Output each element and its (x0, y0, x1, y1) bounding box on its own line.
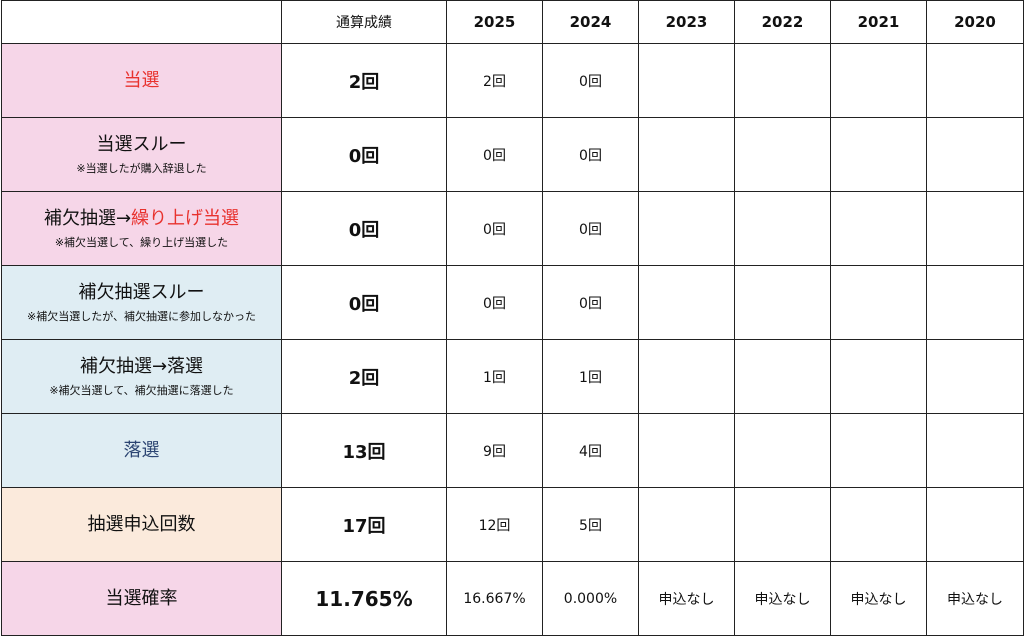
year-cell-2023: 申込なし (638, 561, 735, 636)
row-waitlist-skip: 補欠抽選スルー ※補欠当選したが、補欠抽選に参加しなかった 0回 0回 0回 (1, 265, 1024, 340)
row-win-skip: 当選スルー ※当選したが購入辞退した 0回 0回 0回 (1, 117, 1024, 192)
header-year-2022: 2022 (734, 0, 831, 44)
category-cell: 当選スルー ※当選したが購入辞退した (1, 117, 282, 192)
category-cell: 落選 (1, 413, 282, 488)
header-year-2025: 2025 (446, 0, 543, 44)
year-cell-2020 (926, 413, 1024, 488)
year-cell-2025: 2回 (446, 43, 543, 118)
year-cell-2022 (734, 413, 831, 488)
year-cell-2022 (734, 265, 831, 340)
row-win-rate: 当選確率 11.765% 16.667% 0.000% 申込なし 申込なし 申込… (1, 561, 1024, 636)
year-cell-2022 (734, 487, 831, 562)
row-lost: 落選 13回 9回 4回 (1, 413, 1024, 488)
year-cell-2024: 0回 (542, 265, 639, 340)
year-cell-2021 (830, 43, 927, 118)
year-cell-2025: 16.667% (446, 561, 543, 636)
total-cell: 11.765% (281, 561, 447, 636)
year-cell-2020 (926, 339, 1024, 414)
year-cell-2021 (830, 117, 927, 192)
row-waitlist-lost: 補欠抽選→落選 ※補欠当選して、補欠抽選に落選した 2回 1回 1回 (1, 339, 1024, 414)
year-cell-2024: 0回 (542, 117, 639, 192)
header-year-2023: 2023 (638, 0, 735, 44)
year-cell-2024: 5回 (542, 487, 639, 562)
year-cell-2023 (638, 413, 735, 488)
year-cell-2025: 0回 (446, 265, 543, 340)
year-cell-2021 (830, 413, 927, 488)
year-cell-2025: 1回 (446, 339, 543, 414)
category-title: 抽選申込回数 (87, 513, 196, 535)
year-cell-2020 (926, 191, 1024, 266)
year-cell-2021 (830, 339, 927, 414)
year-cell-2023 (638, 117, 735, 192)
header-year-2020: 2020 (926, 0, 1024, 44)
year-cell-2023 (638, 191, 735, 266)
year-cell-2023 (638, 265, 735, 340)
year-cell-2022 (734, 339, 831, 414)
category-title: 当選 (123, 69, 160, 91)
year-cell-2022: 申込なし (734, 561, 831, 636)
year-cell-2023 (638, 43, 735, 118)
year-cell-2022 (734, 117, 831, 192)
year-cell-2021 (830, 191, 927, 266)
category-cell: 補欠抽選→落選 ※補欠当選して、補欠抽選に落選した (1, 339, 282, 414)
total-cell: 0回 (281, 117, 447, 192)
row-applications: 抽選申込回数 17回 12回 5回 (1, 487, 1024, 562)
year-cell-2024: 0回 (542, 43, 639, 118)
header-total: 通算成績 (281, 0, 447, 44)
category-title: 当選スルー (96, 133, 187, 155)
category-cell: 補欠抽選→繰り上げ当選 ※補欠当選して、繰り上げ当選した (1, 191, 282, 266)
year-cell-2024: 1回 (542, 339, 639, 414)
year-cell-2021: 申込なし (830, 561, 927, 636)
year-cell-2025: 0回 (446, 191, 543, 266)
year-cell-2020 (926, 117, 1024, 192)
row-waitlist-promoted: 補欠抽選→繰り上げ当選 ※補欠当選して、繰り上げ当選した 0回 0回 0回 (1, 191, 1024, 266)
category-title-prefix: 補欠抽選→ (43, 207, 132, 229)
category-title: 当選確率 (105, 587, 178, 609)
year-cell-2021 (830, 265, 927, 340)
year-cell-2025: 0回 (446, 117, 543, 192)
category-note: ※当選したが購入辞退した (76, 162, 207, 176)
category-note: ※補欠当選して、補欠抽選に落選した (49, 384, 234, 398)
category-title: 補欠抽選スルー (78, 281, 205, 303)
category-title: 補欠抽選→繰り上げ当選 (3, 207, 281, 230)
year-cell-2023 (638, 339, 735, 414)
year-cell-2022 (734, 191, 831, 266)
total-cell: 13回 (281, 413, 447, 488)
year-cell-2020 (926, 487, 1024, 562)
total-cell: 17回 (281, 487, 447, 562)
year-cell-2022 (734, 43, 831, 118)
year-cell-2021 (830, 487, 927, 562)
year-cell-2020 (926, 265, 1024, 340)
year-cell-2023 (638, 487, 735, 562)
total-cell: 2回 (281, 339, 447, 414)
category-cell: 当選確率 (1, 561, 282, 636)
total-cell: 0回 (281, 265, 447, 340)
category-cell: 抽選申込回数 (1, 487, 282, 562)
total-cell: 2回 (281, 43, 447, 118)
year-cell-2025: 12回 (446, 487, 543, 562)
header-year-2021: 2021 (830, 0, 927, 44)
category-note: ※補欠当選したが、補欠抽選に参加しなかった (27, 310, 256, 324)
category-title-highlight: 繰り上げ当選 (131, 207, 240, 229)
category-note: ※補欠当選して、繰り上げ当選した (54, 236, 229, 250)
header-year-2024: 2024 (542, 0, 639, 44)
total-cell: 0回 (281, 191, 447, 266)
year-cell-2024: 0回 (542, 191, 639, 266)
category-title: 補欠抽選→落選 (79, 355, 204, 377)
category-cell: 補欠抽選スルー ※補欠当選したが、補欠抽選に参加しなかった (1, 265, 282, 340)
year-cell-2020: 申込なし (926, 561, 1024, 636)
header-empty-cell (1, 0, 282, 44)
year-cell-2020 (926, 43, 1024, 118)
row-win: 当選 2回 2回 0回 (1, 43, 1024, 118)
year-cell-2025: 9回 (446, 413, 543, 488)
year-cell-2024: 0.000% (542, 561, 639, 636)
year-cell-2024: 4回 (542, 413, 639, 488)
category-cell: 当選 (1, 43, 282, 118)
header-row: 通算成績 2025 2024 2023 2022 2021 2020 (1, 0, 1024, 44)
category-title: 落選 (123, 439, 160, 461)
